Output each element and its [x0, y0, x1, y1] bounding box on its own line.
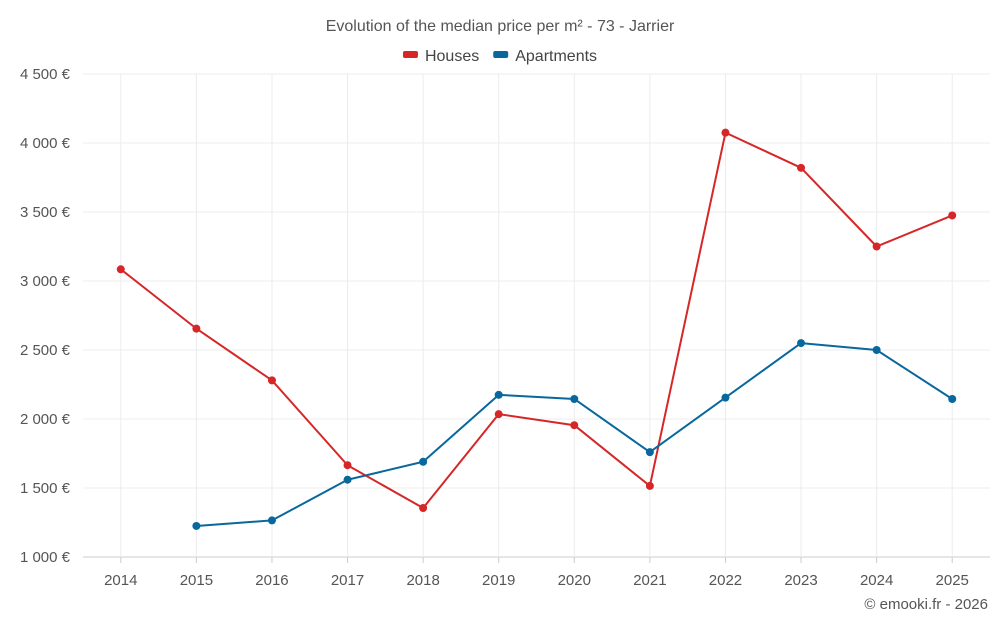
data-point-apartments-2021[interactable] — [645, 448, 654, 457]
data-point-apartments-2019[interactable] — [494, 390, 503, 399]
data-point-apartments-2025[interactable] — [948, 394, 957, 403]
x-tick-label: 2024 — [860, 572, 893, 589]
data-point-apartments-2016[interactable] — [267, 516, 276, 525]
series-points — [116, 128, 957, 530]
y-tick-label: 4 000 € — [20, 135, 71, 152]
x-tick-label: 2025 — [936, 572, 969, 589]
legend-label: Houses — [425, 48, 479, 65]
y-tick-label: 4 500 € — [20, 66, 71, 83]
data-point-houses-2022[interactable] — [721, 128, 730, 137]
x-tick-label: 2022 — [709, 572, 742, 589]
data-point-houses-2025[interactable] — [948, 211, 957, 220]
data-point-apartments-2020[interactable] — [570, 394, 579, 403]
x-tick-label: 2020 — [558, 572, 591, 589]
series-line-houses — [120, 131, 953, 510]
legend-swatch — [402, 51, 418, 58]
x-tick-label: 2017 — [331, 572, 364, 589]
series-lines — [120, 131, 953, 527]
legend-item-houses[interactable]: Houses — [402, 48, 479, 65]
grid — [83, 73, 990, 558]
x-tick-label: 2016 — [255, 572, 288, 589]
y-axis: 1 000 € 1 500 € 2 000 € 2 500 € 3 000 € 3 500… — [20, 66, 71, 566]
y-tick-label: 2 500 € — [20, 342, 71, 359]
data-point-apartments-2018[interactable] — [419, 457, 428, 466]
x-tick-label: 2015 — [180, 572, 213, 589]
x-axis: 2014 2015 2016 2017 2018 2019 2020 2021 2022 2023… — [104, 557, 969, 589]
y-tick-label: 2 000 € — [20, 411, 71, 428]
y-tick-label: 3 500 € — [20, 204, 71, 221]
y-tick-label: 1 000 € — [20, 549, 71, 566]
x-tick-label: 2021 — [633, 572, 666, 589]
legend-item-apartments[interactable]: Apartments — [493, 48, 597, 65]
data-point-houses-2014[interactable] — [116, 265, 125, 274]
data-point-houses-2024[interactable] — [872, 242, 881, 251]
data-point-apartments-2022[interactable] — [721, 393, 730, 402]
legend-label: Apartments — [515, 48, 597, 65]
data-point-houses-2015[interactable] — [192, 324, 201, 333]
data-point-apartments-2023[interactable] — [797, 339, 806, 348]
data-point-apartments-2017[interactable] — [343, 475, 352, 484]
data-point-houses-2017[interactable] — [343, 461, 352, 470]
data-point-houses-2016[interactable] — [267, 376, 276, 385]
y-tick-label: 1 500 € — [20, 480, 71, 497]
data-point-houses-2021[interactable] — [645, 481, 654, 490]
data-point-apartments-2015[interactable] — [192, 521, 201, 530]
legend-swatch — [493, 51, 509, 58]
x-tick-label: 2023 — [784, 572, 817, 589]
data-point-houses-2020[interactable] — [570, 421, 579, 430]
data-point-houses-2023[interactable] — [797, 163, 806, 172]
legend: Houses Apartments — [402, 48, 597, 65]
x-tick-label: 2019 — [482, 572, 515, 589]
data-point-houses-2018[interactable] — [419, 504, 428, 513]
credit-text: © emooki.fr - 2026 — [864, 596, 988, 613]
x-tick-label: 2018 — [406, 572, 439, 589]
data-point-houses-2019[interactable] — [494, 410, 503, 419]
data-point-apartments-2024[interactable] — [872, 346, 881, 354]
chart-title: Evolution of the median price per m² - 7… — [326, 18, 675, 35]
y-tick-label: 3 000 € — [20, 273, 71, 290]
x-tick-label: 2014 — [104, 572, 137, 589]
